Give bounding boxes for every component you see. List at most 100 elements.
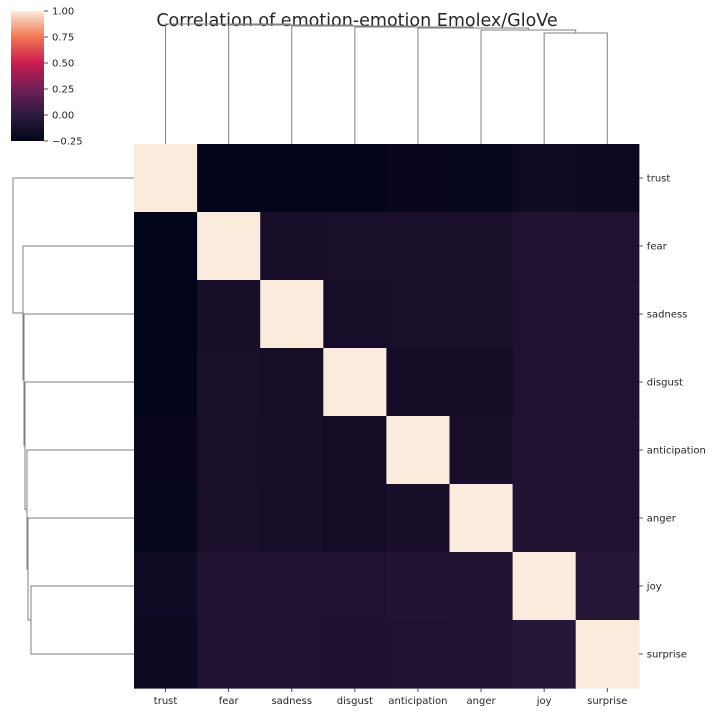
column-tick-labels: trust fear sadness disgust anticipation anger… <box>154 688 627 707</box>
heatmap-cell <box>260 552 324 621</box>
dendrogram-link <box>12 177 134 314</box>
heatmap-cell <box>134 348 198 417</box>
column-tick-label: joy <box>536 696 552 707</box>
dendrogram-link <box>26 449 134 570</box>
heatmap-cell <box>449 348 514 417</box>
colorbar-tick-label: 0.50 <box>52 59 74 70</box>
dendrogram-link <box>417 27 529 144</box>
heatmap-cell <box>260 416 324 485</box>
heatmap-cell <box>197 484 261 553</box>
heatmap-cell <box>386 484 451 553</box>
column-tick-label: anticipation <box>388 696 447 707</box>
heatmap-cell <box>449 620 514 689</box>
dendrogram-link <box>291 25 415 144</box>
heatmap-cell <box>512 620 577 689</box>
row-tick-label: disgust <box>647 378 683 389</box>
dendrogram-link <box>165 23 292 144</box>
heatmap-cell <box>134 280 198 349</box>
dendrogram-link <box>228 24 354 144</box>
column-tick-label: trust <box>154 696 178 707</box>
heatmap-cell <box>323 212 387 281</box>
heatmap-cell <box>323 484 387 553</box>
heatmap-cell <box>323 552 387 621</box>
column-tick-label: anger <box>467 696 497 707</box>
dendrogram-link <box>543 32 608 144</box>
chart-title: Correlation of emotion-emotion Emolex/Gl… <box>156 11 557 31</box>
heatmap-cell <box>512 416 577 485</box>
colorbar-tick-label: 1.00 <box>52 7 74 18</box>
heatmap-cell <box>197 212 261 281</box>
heatmap-cell <box>134 416 198 485</box>
dendrogram-link <box>354 26 474 144</box>
row-tick-label: sadness <box>647 310 688 321</box>
heatmap-cell <box>449 484 514 553</box>
column-dendrogram <box>165 23 608 144</box>
heatmap-cell <box>575 280 640 349</box>
heatmap-cell <box>323 280 387 349</box>
heatmap-cell <box>449 416 514 485</box>
heatmap-cell <box>449 280 514 349</box>
row-tick-label: joy <box>646 582 662 593</box>
heatmap-cell <box>323 348 387 417</box>
heatmap-cell <box>260 144 324 213</box>
heatmap-cell <box>449 212 514 281</box>
heatmap-cell <box>260 212 324 281</box>
heatmap-cell <box>134 212 198 281</box>
heatmap-cell <box>197 416 261 485</box>
heatmap-cell <box>197 348 261 417</box>
heatmap-cell <box>260 280 324 349</box>
heatmap-cell <box>512 144 577 213</box>
row-tick-label: fear <box>647 242 668 253</box>
colorbar-tick-label: 0.00 <box>52 111 74 122</box>
heatmap-cell <box>512 280 577 349</box>
heatmap-cell <box>134 144 198 213</box>
dendrogram-link <box>480 29 577 144</box>
colorbar-tick-label: 0.25 <box>52 85 74 96</box>
dendrogram-link <box>22 245 134 381</box>
heatmap-cell <box>386 212 451 281</box>
colorbar: −0.25 0.00 0.25 0.50 0.75 1.00 <box>11 7 83 148</box>
dendrogram-link <box>27 517 134 621</box>
heatmap-cell <box>575 620 640 689</box>
dendrogram-link <box>24 381 134 510</box>
row-dendrogram <box>12 177 134 655</box>
heatmap-cell <box>197 280 261 349</box>
colorbar-ticks: −0.25 0.00 0.25 0.50 0.75 1.00 <box>44 7 83 148</box>
heatmap-cell <box>134 552 198 621</box>
colorbar-tick-label: −0.25 <box>52 137 83 148</box>
heatmap-cell <box>512 552 577 621</box>
heatmap-cell <box>449 552 514 621</box>
column-tick-label: fear <box>219 696 240 707</box>
heatmap-cell <box>575 484 640 553</box>
heatmap-cell <box>449 144 514 213</box>
dendrogram-link <box>23 313 134 447</box>
heatmap-cell <box>512 348 577 417</box>
colorbar-gradient <box>11 11 44 141</box>
heatmap-cell <box>260 620 324 689</box>
column-tick-label: sadness <box>271 696 312 707</box>
column-tick-label: disgust <box>337 696 373 707</box>
heatmap-cell <box>197 552 261 621</box>
heatmap-cell <box>323 620 387 689</box>
row-tick-labels: trust fear sadness disgust anticipation anger… <box>638 174 706 661</box>
heatmap-cell <box>386 280 451 349</box>
heatmap-cell <box>134 620 198 689</box>
row-tick-label: surprise <box>647 650 687 661</box>
heatmap <box>134 144 640 689</box>
heatmap-cell <box>386 416 451 485</box>
heatmap-cell <box>512 484 577 553</box>
dendrogram-link <box>30 585 134 655</box>
heatmap-cell <box>197 620 261 689</box>
column-tick-label: surprise <box>587 696 627 707</box>
heatmap-cell <box>575 144 640 213</box>
row-tick-label: anger <box>647 514 677 525</box>
heatmap-cell <box>386 552 451 621</box>
heatmap-cell <box>575 348 640 417</box>
heatmap-cell <box>512 212 577 281</box>
heatmap-cell <box>575 212 640 281</box>
heatmap-cell <box>575 416 640 485</box>
heatmap-cell <box>323 144 387 213</box>
heatmap-cell <box>323 416 387 485</box>
heatmap-cell <box>260 484 324 553</box>
